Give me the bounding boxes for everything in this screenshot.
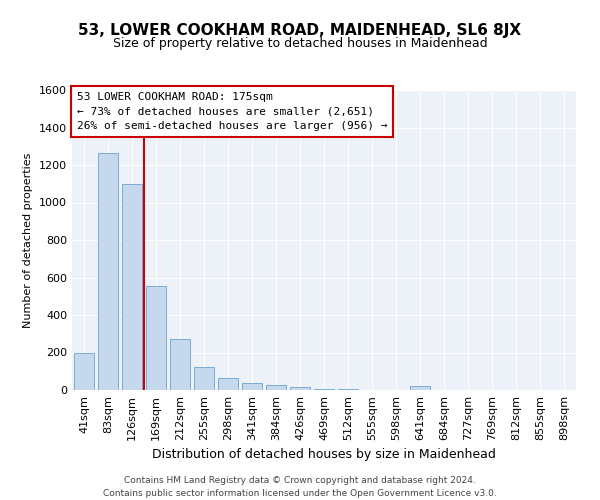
Bar [194, 366, 214, 390]
Bar [170, 340, 190, 390]
Bar [122, 184, 142, 390]
Bar [410, 386, 430, 390]
Bar [146, 286, 166, 390]
Bar [290, 388, 310, 390]
Text: 53 LOWER COOKHAM ROAD: 175sqm
← 73% of detached houses are smaller (2,651)
26% o: 53 LOWER COOKHAM ROAD: 175sqm ← 73% of d… [77, 92, 388, 131]
Bar [98, 153, 118, 390]
X-axis label: Distribution of detached houses by size in Maidenhead: Distribution of detached houses by size … [152, 448, 496, 462]
Y-axis label: Number of detached properties: Number of detached properties [23, 152, 34, 328]
Bar [242, 384, 262, 390]
Bar [74, 353, 94, 390]
Text: 53, LOWER COOKHAM ROAD, MAIDENHEAD, SL6 8JX: 53, LOWER COOKHAM ROAD, MAIDENHEAD, SL6 … [79, 22, 521, 38]
Bar [266, 386, 286, 390]
Text: Contains HM Land Registry data © Crown copyright and database right 2024.
Contai: Contains HM Land Registry data © Crown c… [103, 476, 497, 498]
Bar [338, 389, 358, 390]
Bar [218, 378, 238, 390]
Bar [314, 388, 334, 390]
Text: Size of property relative to detached houses in Maidenhead: Size of property relative to detached ho… [113, 38, 487, 51]
